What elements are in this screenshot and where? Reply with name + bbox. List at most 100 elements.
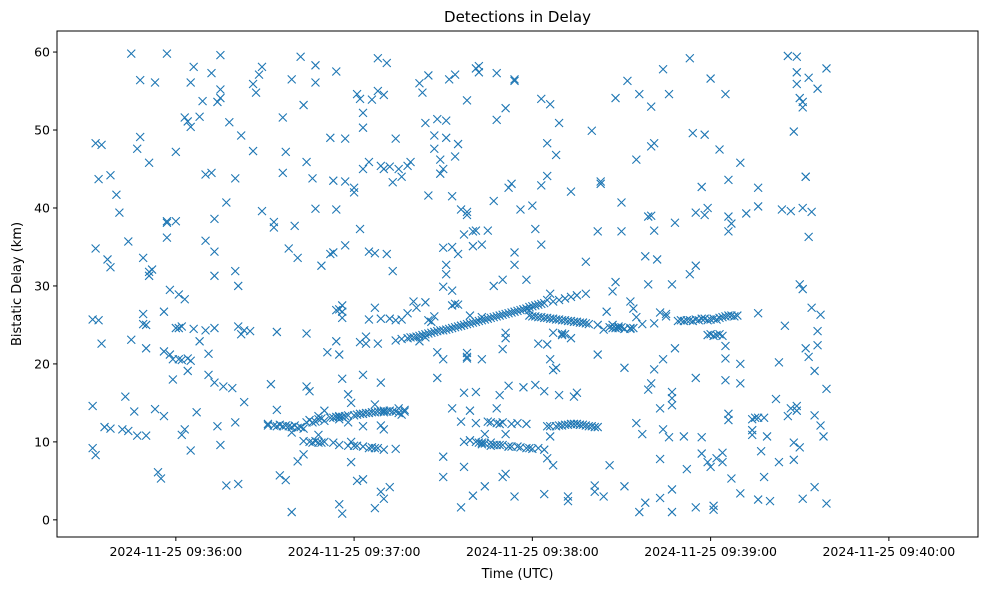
- data-point: [542, 138, 552, 148]
- data-point: [183, 117, 193, 126]
- data-point: [539, 386, 549, 396]
- data-point: [599, 492, 609, 501]
- data-point: [637, 319, 647, 329]
- data-point: [617, 198, 626, 207]
- data-point: [474, 316, 484, 326]
- data-point: [667, 393, 677, 403]
- data-point: [718, 312, 727, 322]
- data-point: [195, 112, 204, 122]
- data-point: [281, 147, 291, 157]
- data-point: [789, 127, 799, 136]
- data-point: [480, 481, 490, 491]
- data-point: [299, 449, 308, 459]
- data-point: [584, 319, 594, 329]
- data-point: [578, 420, 588, 430]
- data-point: [623, 76, 632, 86]
- data-point: [468, 241, 478, 251]
- data-point: [159, 307, 169, 317]
- data-point: [471, 226, 481, 235]
- data-point: [370, 503, 380, 513]
- data-point: [438, 354, 448, 364]
- data-point: [807, 303, 817, 313]
- data-point: [382, 58, 392, 68]
- data-point: [311, 204, 320, 214]
- data-point: [524, 302, 534, 312]
- data-point: [667, 485, 677, 494]
- data-point: [106, 262, 115, 272]
- data-point: [816, 310, 825, 320]
- data-point: [590, 481, 600, 490]
- data-point: [94, 315, 103, 325]
- data-point: [216, 93, 225, 103]
- data-point: [658, 425, 668, 434]
- data-point: [596, 179, 606, 189]
- data-point: [275, 471, 285, 480]
- data-point: [388, 266, 398, 276]
- data-point: [266, 379, 276, 389]
- data-point: [287, 507, 297, 517]
- data-point: [221, 481, 231, 490]
- data-point: [753, 202, 763, 211]
- data-point: [224, 117, 234, 127]
- data-point: [643, 212, 653, 221]
- data-point: [480, 429, 490, 439]
- data-point: [459, 230, 469, 239]
- data-point: [334, 499, 344, 509]
- data-point: [198, 96, 207, 106]
- data-point: [631, 418, 641, 428]
- data-point: [513, 418, 522, 428]
- data-point: [486, 313, 496, 323]
- data-point: [691, 502, 701, 512]
- data-point: [373, 86, 383, 96]
- data-point: [703, 203, 713, 213]
- data-point: [438, 326, 448, 335]
- data-point: [795, 93, 805, 103]
- data-point: [747, 414, 757, 424]
- data-point: [462, 352, 472, 362]
- data-point: [724, 226, 733, 236]
- data-point: [611, 93, 620, 103]
- data-point: [643, 385, 653, 395]
- data-point: [364, 315, 374, 324]
- data-point: [545, 99, 555, 109]
- data-point: [302, 382, 311, 391]
- data-point: [545, 289, 555, 299]
- data-point: [230, 266, 240, 276]
- data-point: [527, 301, 537, 311]
- data-point: [822, 499, 831, 508]
- data-point: [213, 97, 222, 107]
- data-point: [822, 64, 831, 73]
- data-point: [649, 138, 659, 148]
- data-point: [438, 452, 448, 462]
- data-point: [527, 201, 537, 211]
- data-point: [201, 326, 210, 335]
- data-point: [798, 203, 808, 213]
- data-point: [664, 89, 674, 99]
- data-point: [186, 446, 196, 455]
- data-point: [810, 410, 819, 420]
- data-point: [477, 354, 487, 364]
- data-point: [352, 89, 362, 99]
- data-point: [450, 152, 460, 161]
- y-tick-label: 20: [34, 356, 50, 371]
- data-point: [614, 322, 623, 331]
- data-point: [489, 312, 499, 322]
- data-point: [510, 307, 519, 317]
- y-axis-title: Bistatic Delay (km): [10, 222, 25, 346]
- data-point: [397, 172, 407, 182]
- data-point: [453, 322, 463, 331]
- data-point: [391, 444, 401, 454]
- data-point: [201, 236, 210, 246]
- data-point: [596, 177, 606, 186]
- data-point: [385, 482, 395, 492]
- data-point: [572, 290, 582, 300]
- data-point: [126, 335, 136, 345]
- data-point: [432, 114, 442, 124]
- data-point: [340, 241, 350, 250]
- data-point: [453, 139, 463, 149]
- data-point: [468, 318, 478, 327]
- data-point: [471, 418, 481, 428]
- y-tick-label: 0: [42, 512, 50, 527]
- data-point: [373, 443, 383, 453]
- data-point: [634, 507, 644, 517]
